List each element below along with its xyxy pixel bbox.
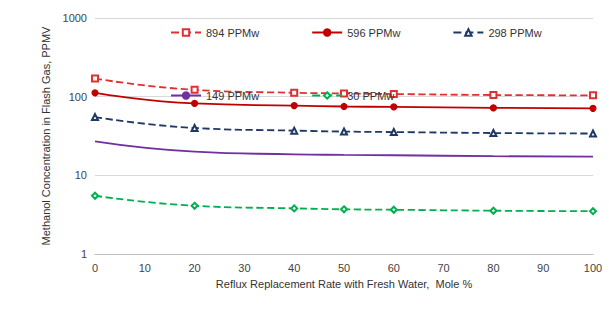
svg-text:149 PPMw: 149 PPMw: [206, 90, 259, 102]
svg-text:20: 20: [188, 262, 200, 274]
svg-text:30 PPMw: 30 PPMw: [347, 90, 394, 102]
svg-text:1000: 1000: [63, 12, 87, 24]
svg-text:70: 70: [437, 262, 449, 274]
svg-text:100: 100: [69, 91, 87, 103]
svg-text:Reflux Replacement Rate with F: Reflux Replacement Rate with Fresh Water…: [216, 278, 473, 290]
svg-text:10: 10: [139, 262, 151, 274]
svg-text:80: 80: [487, 262, 499, 274]
svg-text:Methanol Concentration in Flas: Methanol Concentration in Flash Gas, PPM…: [40, 26, 52, 246]
svg-text:100: 100: [584, 262, 602, 274]
svg-text:1: 1: [81, 248, 87, 260]
svg-text:90: 90: [537, 262, 549, 274]
svg-text:298 PPMw: 298 PPMw: [488, 27, 541, 39]
svg-text:596 PPMw: 596 PPMw: [347, 27, 400, 39]
svg-text:40: 40: [288, 262, 300, 274]
svg-text:0: 0: [92, 262, 98, 274]
svg-text:50: 50: [338, 262, 350, 274]
svg-text:60: 60: [388, 262, 400, 274]
svg-text:894 PPMw: 894 PPMw: [206, 27, 259, 39]
svg-text:10: 10: [75, 169, 87, 181]
svg-text:30: 30: [238, 262, 250, 274]
